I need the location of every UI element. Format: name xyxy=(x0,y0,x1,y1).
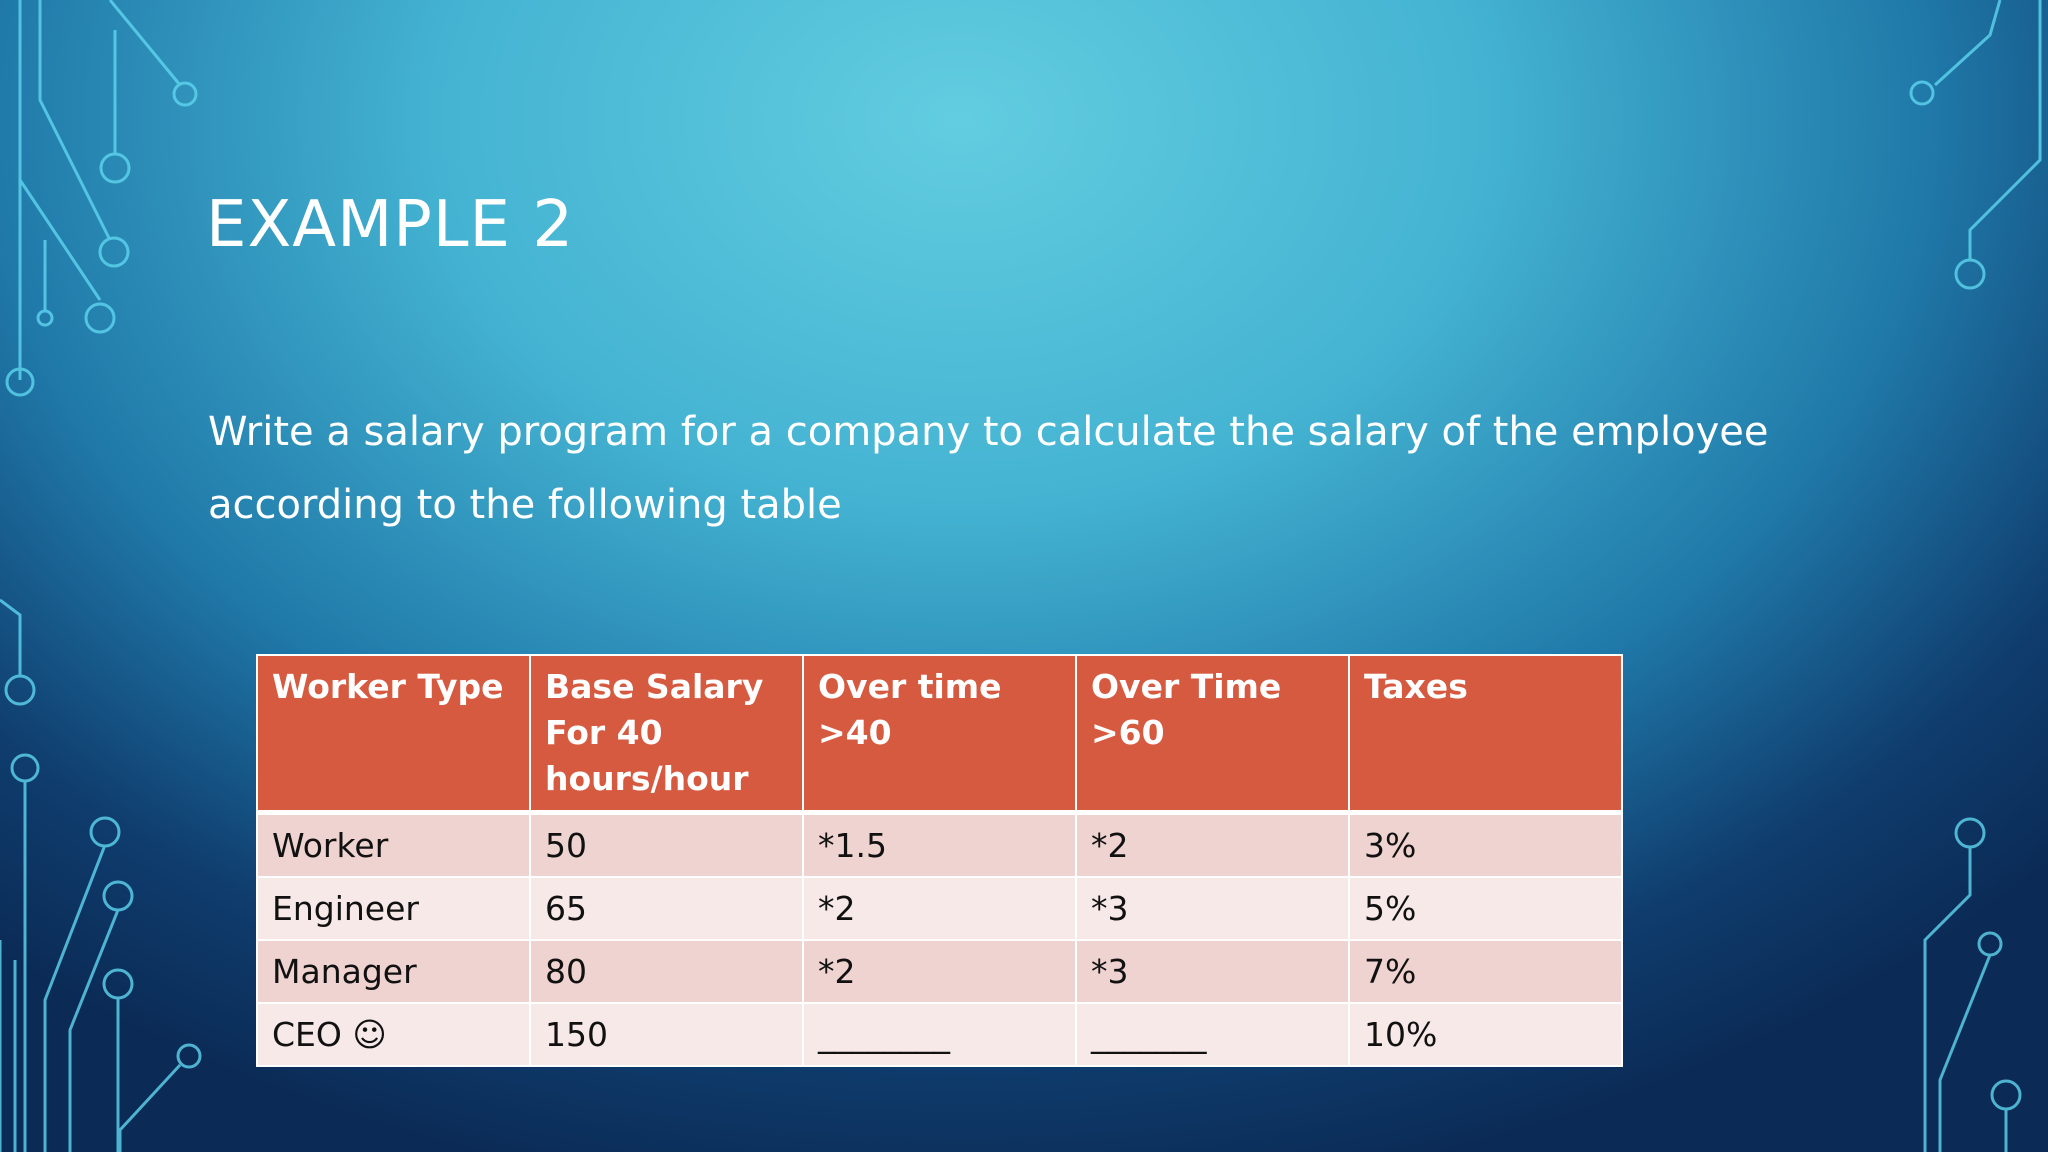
table-cell: 10% xyxy=(1348,1002,1623,1067)
table-row: CEO ☺ 150 ________ _______ 10% xyxy=(256,1002,1623,1067)
slide-title: EXAMPLE 2 xyxy=(206,188,575,262)
table-cell: 150 xyxy=(529,1002,804,1067)
table-cell: *3 xyxy=(1075,876,1350,941)
column-header: Over time >40 xyxy=(802,654,1077,815)
table-cell: Manager xyxy=(256,939,531,1004)
column-header: Worker Type xyxy=(256,654,531,815)
table-cell: 3% xyxy=(1348,811,1623,878)
table-cell: *2 xyxy=(802,876,1077,941)
table-cell: Engineer xyxy=(256,876,531,941)
column-header: Base Salary For 40 hours/hour xyxy=(529,654,804,815)
table-cell: _______ xyxy=(1075,1002,1350,1067)
table-cell: 7% xyxy=(1348,939,1623,1004)
table-cell: *2 xyxy=(802,939,1077,1004)
table-cell: ________ xyxy=(802,1002,1077,1067)
salary-table: Worker Type Base Salary For 40 hours/hour… xyxy=(256,654,1623,1067)
table-cell: *3 xyxy=(1075,939,1350,1004)
table-cell: Worker xyxy=(256,811,531,878)
header-row: Worker Type Base Salary For 40 hours/hour… xyxy=(256,654,1623,815)
table-cell: 65 xyxy=(529,876,804,941)
table-row: Worker 50 *1.5 *2 3% xyxy=(256,811,1623,878)
table-row: Manager 80 *2 *3 7% xyxy=(256,939,1623,1004)
table-cell: 80 xyxy=(529,939,804,1004)
table-cell: CEO ☺ xyxy=(256,1002,531,1067)
table-row: Engineer 65 *2 *3 5% xyxy=(256,876,1623,941)
table-cell: 5% xyxy=(1348,876,1623,941)
slide-text: Write a salary program for a company to … xyxy=(208,409,1769,528)
table-cell: *1.5 xyxy=(802,811,1077,878)
column-header: Taxes xyxy=(1348,654,1623,815)
table-cell: 50 xyxy=(529,811,804,878)
table-cell: *2 xyxy=(1075,811,1350,878)
column-header: Over Time >60 xyxy=(1075,654,1350,815)
